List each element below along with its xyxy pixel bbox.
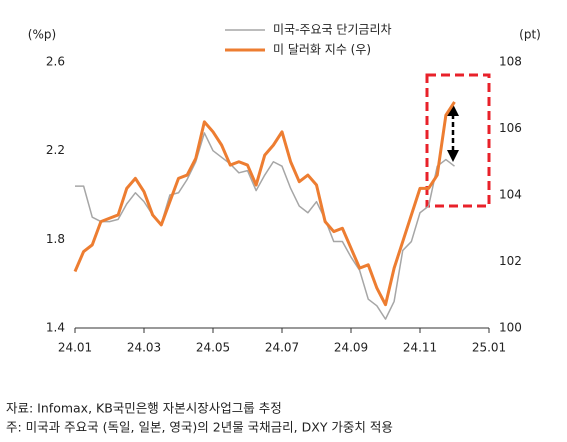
y2-tick-label: 102 xyxy=(499,254,522,268)
footnote: 주: 미국과 주요국 (독일, 일본, 영국)의 2년물 국채금리, DXY 가… xyxy=(6,420,393,435)
y-axis-unit: (%p) xyxy=(28,28,56,42)
source-note: 자료: Infomax, KB국민은행 자본시장사업그룹 추정 xyxy=(6,401,282,416)
y-tick-label: 1.8 xyxy=(46,232,65,246)
y2-tick-label: 100 xyxy=(499,321,522,335)
x-tick-label: 24.01 xyxy=(58,341,92,355)
x-tick-label: 24.11 xyxy=(403,341,437,355)
y-tick-label: 1.4 xyxy=(46,321,65,335)
y-tick-label: 2.6 xyxy=(46,55,65,69)
range-arrow xyxy=(447,104,459,162)
highlight-box xyxy=(425,73,491,208)
data-line xyxy=(75,132,455,320)
x-tick-label: 25.01 xyxy=(472,341,506,355)
y2-tick-label: 106 xyxy=(499,121,522,135)
x-tick-label: 24.09 xyxy=(334,341,368,355)
x-tick-label: 24.03 xyxy=(127,341,161,355)
y-tick-label: 2.2 xyxy=(46,143,65,157)
x-tick-label: 24.05 xyxy=(196,341,230,355)
data-line xyxy=(73,101,456,307)
y2-axis-unit: (pt) xyxy=(519,28,541,42)
y2-tick-label: 104 xyxy=(499,188,522,202)
x-tick-label: 24.07 xyxy=(265,341,299,355)
legend-label: 미 달러화 지수 (우) xyxy=(273,43,371,57)
legend-label: 미국-주요국 단기금리차 xyxy=(273,23,392,37)
y2-tick-label: 108 xyxy=(499,55,522,69)
